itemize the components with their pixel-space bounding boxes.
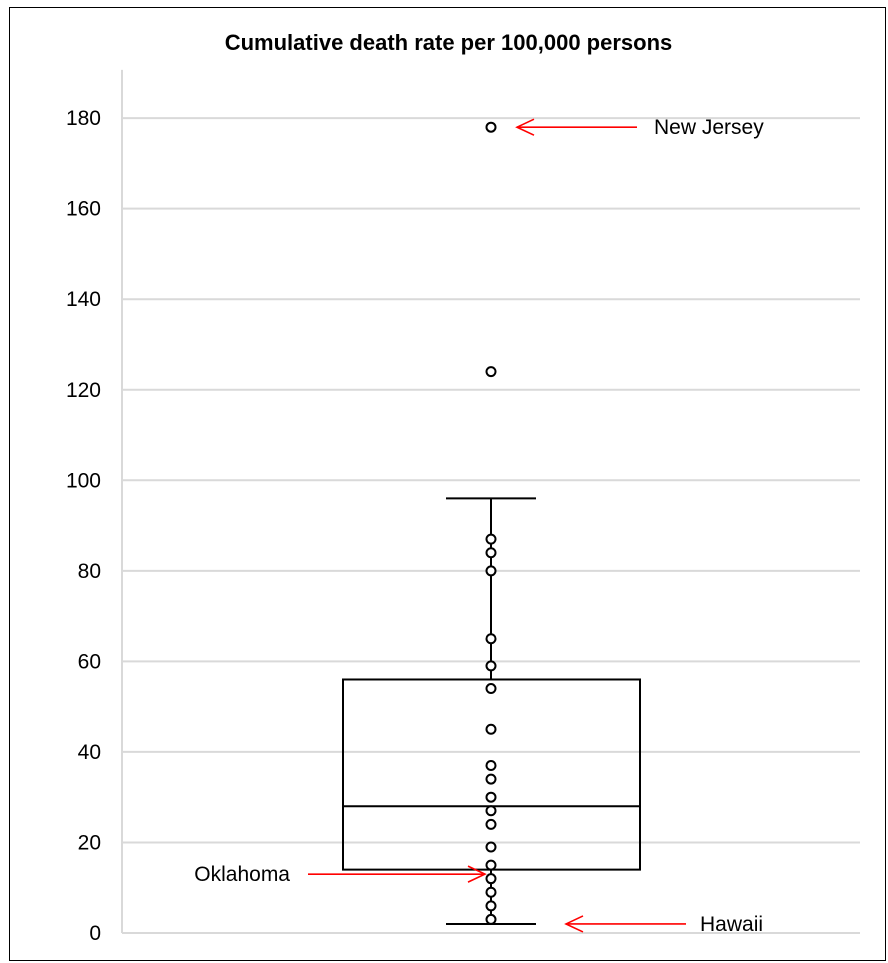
data-point-10 [485, 773, 497, 785]
data-point-4 [485, 565, 497, 577]
data-point-12 [485, 805, 497, 817]
data-point-11 [485, 791, 497, 803]
y-tick-label-140: 140 [66, 288, 101, 311]
point-layer [485, 121, 497, 925]
y-tick-label-160: 160 [66, 198, 101, 221]
data-point-6 [485, 660, 497, 672]
y-tick-label-80: 80 [78, 560, 101, 583]
y-tick-label-20: 20 [78, 831, 101, 854]
y-tick-label-100: 100 [66, 469, 101, 492]
y-tick-label-60: 60 [78, 650, 101, 673]
data-point-13 [485, 818, 497, 830]
data-point-1 [485, 366, 497, 378]
data-point-19 [485, 913, 497, 925]
annotation-label-oklahoma: Oklahoma [194, 863, 290, 886]
annotation-arrowhead-oklahoma [467, 865, 487, 883]
box-plot: 0 20 40 60 80 100 120 140 160 180 New Jersey Oklah… [66, 69, 860, 945]
data-point-2 [485, 533, 497, 545]
chart-frame: Cumulative death rate per 100,000 person… [9, 7, 886, 961]
data-point-7 [485, 683, 497, 695]
data-point-18 [485, 900, 497, 912]
data-point-9 [485, 760, 497, 772]
annotation-arrowhead-new-jersey [515, 118, 535, 136]
data-point-0 [485, 121, 497, 133]
y-tick-label-0: 0 [89, 922, 101, 945]
data-point-17 [485, 886, 497, 898]
annotation-layer: New Jersey Oklahoma Hawaii [194, 116, 764, 936]
y-tick-label-40: 40 [78, 741, 101, 764]
data-point-5 [485, 633, 497, 645]
y-tick-label-120: 120 [66, 379, 101, 402]
data-point-15 [485, 859, 497, 871]
data-point-8 [485, 723, 497, 735]
axis-layer: 0 20 40 60 80 100 120 140 160 180 [66, 69, 123, 945]
annotation-arrowhead-hawaii [564, 915, 584, 933]
data-point-14 [485, 841, 497, 853]
annotation-label-new-jersey: New Jersey [654, 116, 764, 139]
data-point-16 [485, 873, 497, 885]
annotation-label-hawaii: Hawaii [700, 913, 763, 936]
data-point-3 [485, 547, 497, 559]
chart-title: Cumulative death rate per 100,000 person… [224, 30, 673, 55]
y-tick-label-180: 180 [66, 107, 101, 130]
